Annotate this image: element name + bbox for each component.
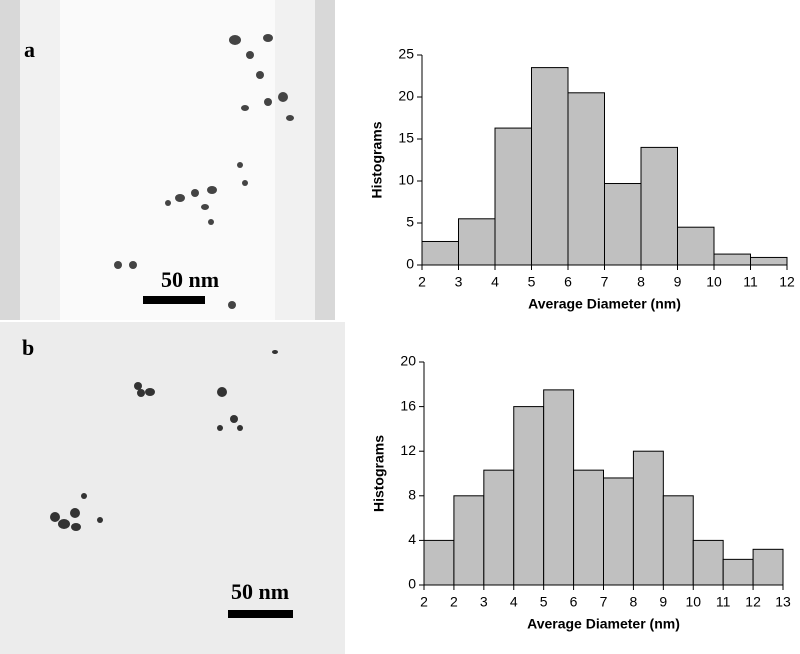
- bar: [421, 240, 459, 266]
- bar: [543, 389, 575, 586]
- bar: [752, 548, 784, 586]
- bar: [750, 256, 788, 266]
- bar: [453, 495, 485, 586]
- x-tick-label: 3: [455, 274, 463, 290]
- x-tick-label: 4: [510, 594, 518, 610]
- scale-bar-label: 50 nm: [161, 267, 219, 292]
- x-tick-label: 2: [420, 594, 428, 610]
- tem-image-b: b 50 nm: [0, 322, 345, 654]
- bar: [722, 558, 754, 586]
- x-tick-label: 11: [743, 274, 758, 290]
- x-tick-label: 7: [600, 594, 608, 610]
- y-axis-title: Histograms: [371, 435, 387, 512]
- y-tick-label: 0: [406, 256, 414, 272]
- panel-label: b: [22, 335, 34, 360]
- y-tick-label: 25: [398, 46, 414, 62]
- y-tick-label: 0: [408, 576, 416, 592]
- x-tick-label: 13: [775, 594, 791, 610]
- y-tick-label: 10: [398, 172, 414, 188]
- y-tick-label: 15: [398, 130, 414, 146]
- y-tick-label: 4: [408, 531, 416, 547]
- y-tick-label: 20: [398, 88, 414, 104]
- x-tick-label: 6: [564, 274, 572, 290]
- bar: [677, 226, 715, 266]
- bar: [713, 253, 751, 266]
- x-tick-label: 6: [570, 594, 578, 610]
- scale-bar-label: 50 nm: [231, 579, 289, 604]
- bar: [483, 469, 515, 586]
- x-tick-label: 2: [450, 594, 458, 610]
- y-tick-label: 16: [400, 397, 416, 413]
- bar: [604, 183, 642, 266]
- x-tick-label: 3: [480, 594, 488, 610]
- bar: [573, 469, 604, 586]
- panel-label: a: [24, 37, 35, 62]
- y-tick-label: 20: [400, 353, 416, 369]
- x-tick-label: 5: [528, 274, 536, 290]
- x-tick-label: 10: [685, 594, 701, 610]
- x-axis-title: Average Diameter (nm): [527, 616, 680, 632]
- bar: [632, 450, 664, 586]
- x-tick-label: 7: [601, 274, 609, 290]
- x-tick-label: 11: [716, 594, 731, 610]
- x-tick-label: 2: [418, 274, 426, 290]
- y-tick-label: 12: [400, 442, 416, 458]
- bar: [692, 539, 724, 586]
- bar: [662, 495, 694, 586]
- y-tick-label: 8: [408, 487, 416, 503]
- x-tick-label: 9: [659, 594, 667, 610]
- x-tick-label: 9: [674, 274, 682, 290]
- bar: [567, 92, 605, 266]
- bar: [458, 218, 496, 266]
- tem-image-a: a 50 nm: [0, 0, 335, 320]
- x-tick-label: 12: [779, 274, 795, 290]
- x-axis-title: Average Diameter (nm): [528, 296, 681, 312]
- x-tick-label: 10: [706, 274, 722, 290]
- bar: [423, 539, 455, 586]
- x-tick-label: 4: [491, 274, 499, 290]
- bar: [494, 127, 532, 266]
- y-tick-label: 5: [406, 214, 414, 230]
- bar: [531, 67, 569, 266]
- bar: [640, 146, 678, 266]
- bar: [513, 406, 545, 586]
- x-tick-label: 12: [745, 594, 761, 610]
- x-tick-label: 8: [637, 274, 645, 290]
- bar: [603, 477, 634, 586]
- y-axis-title: Histograms: [369, 121, 385, 198]
- x-tick-label: 8: [630, 594, 638, 610]
- x-tick-label: 5: [540, 594, 548, 610]
